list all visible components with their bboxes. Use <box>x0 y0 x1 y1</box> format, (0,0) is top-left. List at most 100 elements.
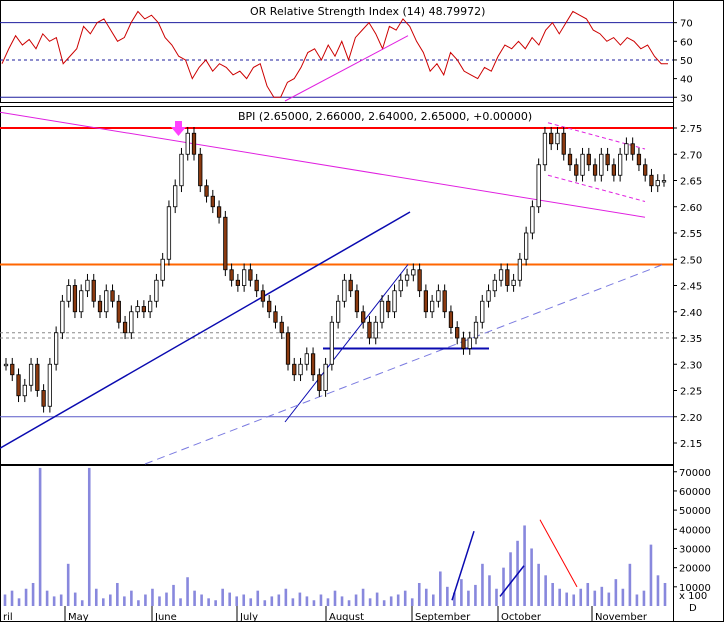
volume-bar <box>151 588 154 606</box>
volume-bar <box>551 582 554 606</box>
volume-bar <box>144 594 147 606</box>
volume-bar <box>249 598 253 606</box>
volume-bar <box>431 594 435 606</box>
dashed-uptrend-line <box>144 264 664 465</box>
volume-trendline <box>499 565 525 597</box>
candle-body <box>354 290 360 313</box>
candle-body <box>41 390 46 407</box>
price-tick-label: 2.70 <box>680 150 702 161</box>
volume-bar <box>544 575 547 606</box>
price-tick-label: 2.60 <box>680 203 702 214</box>
candle-body <box>649 174 654 187</box>
volume-bar <box>298 592 302 606</box>
volume-bar <box>347 600 351 606</box>
candle-body <box>3 363 9 367</box>
price-tick-label: 2.40 <box>680 308 702 319</box>
volume-tick-label: 10000 <box>679 583 711 594</box>
volume-bar <box>396 594 400 606</box>
volume-bar <box>375 592 379 606</box>
volume-bar <box>80 600 84 606</box>
volume-bar <box>474 584 477 606</box>
candle-body <box>417 269 422 292</box>
volume-tick-label: 40000 <box>679 525 711 536</box>
candle-body <box>60 300 65 334</box>
candle-body <box>304 353 309 365</box>
candle-body <box>129 311 134 334</box>
volume-bar <box>333 590 337 606</box>
volume-bar <box>193 590 196 606</box>
volume-bar <box>481 563 484 606</box>
volume-bar <box>424 588 428 606</box>
volume-bar <box>621 588 625 606</box>
candle-body <box>279 321 284 334</box>
candle-body <box>555 132 560 145</box>
candle-body <box>267 300 272 313</box>
volume-bar <box>565 592 569 606</box>
volume-bar <box>403 590 407 606</box>
candle-body <box>191 132 197 155</box>
candle-body <box>66 285 71 302</box>
candle-body <box>310 353 316 376</box>
candle-body <box>530 206 535 234</box>
candle-body <box>618 153 623 176</box>
volume-bar <box>340 596 344 606</box>
candle-body <box>273 311 278 323</box>
candle-body <box>260 290 266 302</box>
candle-body <box>97 300 103 313</box>
volume-bar <box>453 592 456 606</box>
channel-lower-line <box>547 174 646 202</box>
volume-bar <box>635 594 639 606</box>
volume-bar <box>165 592 168 606</box>
volume-bar <box>31 582 35 606</box>
short-uptrend-line <box>284 264 409 423</box>
candle-body <box>467 337 472 349</box>
candle-body <box>580 153 585 176</box>
volume-tick-label: 50000 <box>679 506 711 517</box>
volume-bar <box>410 598 414 606</box>
candle-body <box>574 164 579 176</box>
volume-bar <box>628 563 632 606</box>
volume-bar <box>109 594 112 606</box>
rsi-tick-label: 70 <box>680 19 693 30</box>
volume-tick-label: 30000 <box>679 544 711 555</box>
candle-body <box>643 164 648 176</box>
price-tick-label: 2.55 <box>680 229 702 240</box>
volume-bar <box>179 598 182 606</box>
volume-bar <box>116 582 119 606</box>
volume-bar <box>3 594 7 606</box>
candle-body <box>661 180 667 183</box>
volume-bar <box>656 575 660 606</box>
volume-bar <box>207 598 210 606</box>
candle-body <box>630 143 635 155</box>
month-label: D <box>689 603 697 614</box>
candle-body <box>204 185 209 197</box>
volume-bar <box>502 567 505 606</box>
candle-body <box>567 153 573 166</box>
candle-body <box>404 274 410 281</box>
candle-body <box>229 269 234 281</box>
candle-body <box>235 279 240 286</box>
volume-trendline <box>451 530 475 601</box>
candle-body <box>398 279 403 292</box>
volume-bar <box>242 594 246 606</box>
volume-bar <box>101 598 105 606</box>
candle-body <box>492 279 497 292</box>
candle-body <box>185 132 190 155</box>
volume-bar <box>439 571 442 606</box>
uptrend-line <box>0 211 411 449</box>
volume-trendline <box>539 519 578 588</box>
candle-body <box>298 363 303 376</box>
candle-body <box>223 216 228 271</box>
volume-bar <box>200 594 203 606</box>
candle-body <box>122 321 128 334</box>
volume-bar <box>354 594 358 606</box>
candle-body <box>135 306 140 313</box>
candle-body <box>216 206 222 218</box>
candle-body <box>141 306 146 313</box>
candle-body <box>549 132 554 145</box>
volume-bar <box>228 592 231 606</box>
candle-body <box>367 321 372 339</box>
month-label: October <box>501 612 542 622</box>
month-label: September <box>415 612 471 622</box>
